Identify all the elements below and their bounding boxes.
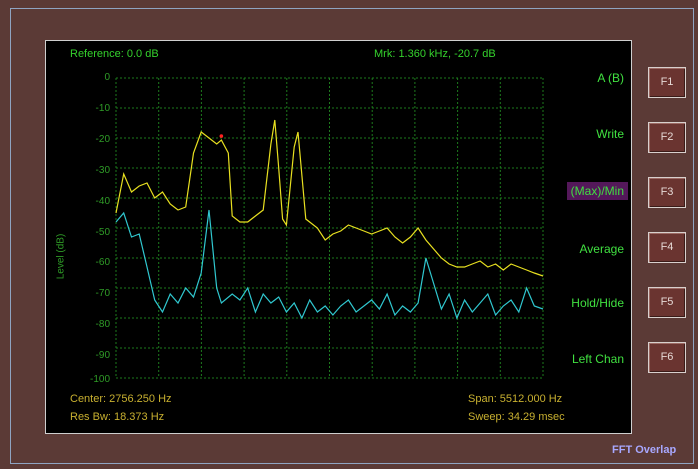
center-readout: Center: 2756.250 Hz <box>70 393 172 405</box>
y-tick: -80 <box>95 319 110 330</box>
trace-a <box>115 119 544 277</box>
f4-button[interactable]: F4 <box>648 232 686 263</box>
resbw-readout: Res Bw: 18.373 Hz <box>70 411 165 423</box>
y-tick: -30 <box>95 165 110 176</box>
sweep-readout: Sweep: 34.29 msec <box>468 411 565 423</box>
softkey-max-min[interactable]: (Max)/Min <box>566 182 628 200</box>
reference-readout: Reference: 0.0 dB <box>70 48 159 60</box>
mode-label: FFT Overlap <box>612 444 677 456</box>
y-tick: -40 <box>95 196 110 207</box>
span-readout: Span: 5512.000 Hz <box>468 393 563 405</box>
y-tick: -100 <box>89 374 110 385</box>
f3-button[interactable]: F3 <box>648 177 686 208</box>
softkey-average[interactable]: Average <box>579 242 624 256</box>
y-tick: -70 <box>95 288 110 299</box>
y-tick: -50 <box>95 227 110 238</box>
f6-button[interactable]: F6 <box>648 342 686 373</box>
marker-readout: Mrk: 1.360 kHz, -20.7 dB <box>374 48 496 60</box>
softkey-hold-hide[interactable]: Hold/Hide <box>571 296 624 310</box>
y-tick: -90 <box>95 350 110 361</box>
softkey-a-b[interactable]: A (B) <box>597 71 624 85</box>
f1-button[interactable]: F1 <box>648 67 686 98</box>
marker-dot <box>219 134 224 138</box>
f5-button[interactable]: F5 <box>648 287 686 318</box>
analyzer-screen: Reference: 0.0 dB Mrk: 1.360 kHz, -20.7 … <box>45 40 632 434</box>
y-tick: 0 <box>104 72 110 83</box>
trace-b <box>115 209 544 320</box>
softkey-write[interactable]: Write <box>596 127 624 141</box>
y-tick: -20 <box>95 134 110 145</box>
softkey-left-chan[interactable]: Left Chan <box>571 352 624 366</box>
y-tick: -10 <box>95 103 110 114</box>
window-frame <box>10 8 694 464</box>
y-tick: -60 <box>95 257 110 268</box>
f2-button[interactable]: F2 <box>648 122 686 153</box>
spectrum-plot <box>115 77 544 379</box>
